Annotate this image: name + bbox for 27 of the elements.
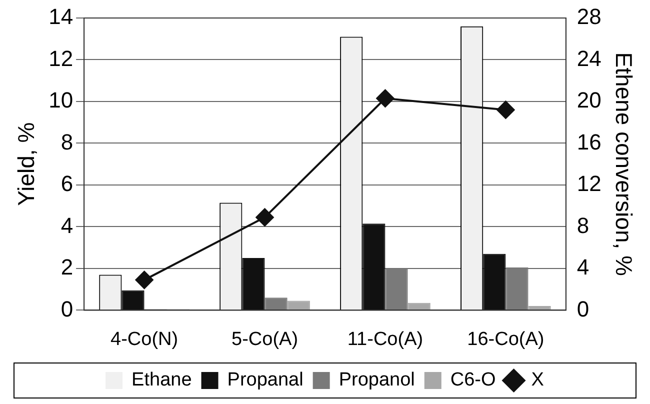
y-tick-label: 4 [60, 212, 74, 238]
legend-label: Ethane [132, 370, 192, 391]
y2-tick-label: 8 [576, 212, 590, 238]
y-tick-label: 10 [48, 88, 74, 113]
y-axis-title: Yield, % [13, 122, 40, 206]
legend-label: Propanol [338, 370, 415, 391]
y2-tick-label: 0 [576, 296, 590, 322]
y2-tick-label: 24 [576, 46, 602, 71]
legend-label: X [531, 370, 544, 391]
y-tick-label: 2 [60, 254, 74, 280]
x-tick-label: 5-Co(A) [232, 328, 298, 350]
y-tick-label: 0 [60, 296, 74, 322]
y-tick-label: 12 [48, 46, 74, 71]
y-tick-label: 6 [60, 171, 74, 196]
legend-label: C6-O [450, 370, 496, 391]
y2-tick-label: 20 [576, 88, 602, 113]
y2-axis-title: Ethene conversion, % [610, 52, 637, 276]
y-tick-label: 8 [60, 129, 74, 154]
y2-tick-label: 12 [576, 171, 602, 196]
x-tick-label: 4-Co(N) [110, 328, 178, 350]
y-tick-label: 14 [48, 4, 74, 30]
x-tick-label: 16-Co(A) [467, 328, 544, 350]
y2-tick-label: 16 [576, 129, 602, 154]
legend-label: Propanal [227, 370, 304, 391]
x-tick-label: 11-Co(A) [347, 328, 424, 350]
y2-tick-label: 28 [576, 4, 602, 30]
y2-tick-label: 4 [576, 254, 590, 280]
